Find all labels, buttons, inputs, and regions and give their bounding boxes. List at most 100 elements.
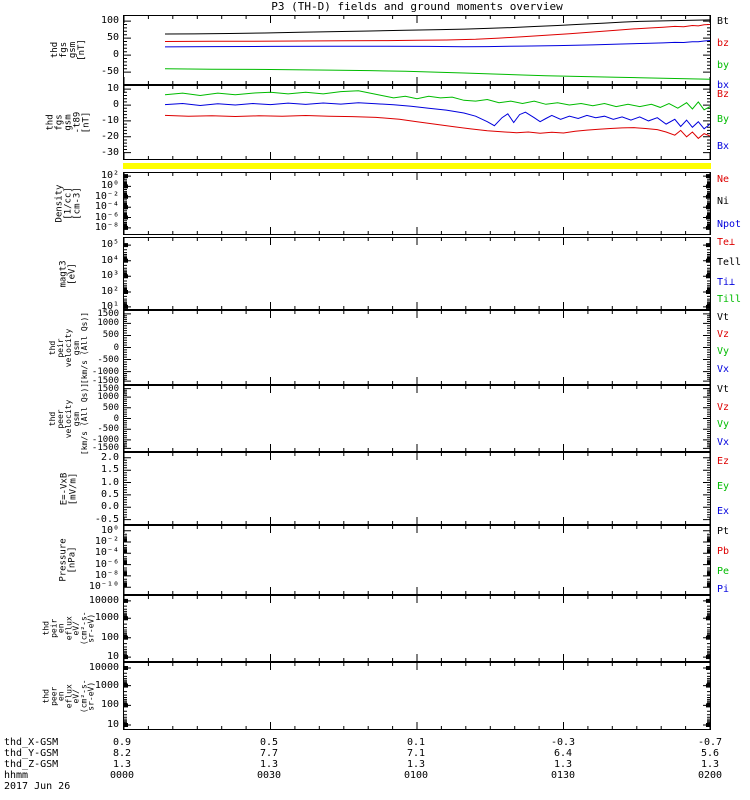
y-tick-label: 100: [100, 631, 119, 643]
panel-canvas-efield: [124, 453, 710, 524]
edge-data-block: [706, 683, 710, 688]
edge-data-block: [706, 616, 710, 621]
y-tick-label: -1000: [91, 434, 119, 445]
y-tick-label: -1500: [91, 376, 119, 387]
legend-Ni: Ni: [717, 196, 730, 208]
panel-peer-velocity: [123, 385, 711, 452]
legend-bz: bz: [717, 38, 730, 50]
trace-by: [164, 68, 710, 80]
legend-Pb: Pb: [717, 546, 730, 558]
axis-ticks: [124, 238, 710, 309]
y-tick-label: 1.5: [100, 464, 119, 476]
y-tick-label: -0.5: [94, 513, 119, 525]
legend-Ey: Ey: [717, 481, 730, 493]
edge-data-block: [706, 290, 710, 294]
trace-bz: [164, 24, 710, 42]
axis-row-value: 7.7: [259, 748, 279, 759]
edge-data-block: [706, 225, 710, 230]
axis-row-value: 1.3: [259, 759, 279, 770]
axis-ticks: [124, 86, 710, 159]
legend-Pe: Pe: [717, 565, 730, 577]
edge-data-block: [124, 215, 128, 220]
legend-Vz: Vz: [717, 401, 730, 413]
panel-canvas-pressure: [124, 526, 710, 594]
edge-data-block: [124, 258, 128, 263]
y-tick-label: 10⁻²: [94, 190, 119, 202]
y-tick-label: 500: [102, 402, 119, 413]
y-tick-label: -1000: [91, 366, 119, 377]
y-tick-label: 1500: [97, 383, 119, 394]
legend-by: by: [717, 60, 730, 72]
y-tick-label: -500: [97, 354, 119, 365]
legend-Pi: Pi: [717, 584, 730, 596]
legend-Ti⊥: Ti⊥: [717, 276, 736, 288]
y-tick-label: -50: [100, 66, 119, 78]
edge-data-block: [706, 205, 710, 210]
edge-data-block: [124, 184, 128, 189]
edge-data-block: [706, 598, 710, 603]
legend-Pt: Pt: [717, 526, 730, 537]
y-tick-label: -30: [100, 146, 119, 158]
y-tick-label: 10⁵: [100, 239, 119, 251]
y-tick-label: 100: [100, 699, 119, 711]
edge-data-block: [124, 290, 128, 294]
axis-row-value: 0000: [109, 770, 135, 781]
edge-data-block: [124, 666, 128, 670]
axis-row-value: 6.4: [553, 748, 573, 759]
y-tick-label: 0.0: [100, 501, 119, 513]
panel-canvas-fgs-gsm-t89: [124, 86, 710, 159]
y-tick-label: 1000: [94, 612, 119, 624]
axis-row-value: -0.3: [550, 737, 576, 748]
axis-ticks: [124, 386, 710, 451]
legend-Vt: Vt: [717, 383, 730, 395]
y-tick-label: 10⁻⁴: [94, 547, 119, 559]
y-tick-label: 10⁻⁴: [94, 201, 119, 213]
edge-data-block: [706, 274, 710, 279]
legend-Bx: Bx: [717, 141, 730, 153]
y-tick-label: 10⁻⁸: [94, 221, 119, 233]
edge-data-block: [706, 703, 710, 708]
panel-canvas-temperature: [124, 238, 710, 309]
y-tick-label: 0: [112, 49, 119, 61]
axis-row-value: 0030: [256, 770, 282, 781]
y-tick-label: 10: [106, 83, 119, 95]
edge-data-block: [124, 304, 128, 309]
y-tick-label: 10³: [100, 270, 119, 282]
axis-row-label: thd_Z-GSM: [4, 759, 59, 770]
legend-Vy: Vy: [717, 419, 730, 431]
edge-data-block: [124, 683, 128, 688]
axis-ticks: [124, 173, 710, 234]
y-tick-label: 10000: [88, 594, 119, 606]
date-label: 2017 Jun 26: [4, 781, 71, 792]
y-tick-label: 10⁰: [100, 180, 119, 192]
edge-data-block: [706, 174, 710, 179]
y-tick-label: 10: [106, 651, 119, 663]
axis-row-value: 1.3: [553, 759, 573, 770]
y-tick-label: 50: [106, 32, 119, 44]
y-tick-label: 10²: [100, 285, 119, 297]
y-tick-label: 0: [113, 342, 119, 353]
trace-bx: [164, 40, 710, 48]
axis-row-value: -0.7: [697, 737, 723, 748]
y-tick-label: -10: [100, 114, 119, 126]
panel-canvas-peir-velocity: [124, 311, 710, 384]
edge-data-block: [706, 723, 710, 727]
axis-ticks: [124, 596, 710, 661]
edge-data-block: [706, 258, 710, 263]
y-tick-label: 1000: [97, 392, 119, 403]
y-tick-label: -500: [97, 424, 119, 435]
y-tick-label: 0: [113, 413, 119, 424]
axis-row-value: 1.3: [406, 759, 426, 770]
panel-canvas-peer-velocity: [124, 386, 710, 451]
panel-peir-velocity: [123, 310, 711, 385]
y-tick-label: 100: [100, 15, 119, 27]
axis-row-value: 0.1: [406, 737, 426, 748]
y-tick-label: 1.0: [100, 476, 119, 488]
trace-Bz: [164, 90, 710, 111]
axis-row-value: 0100: [403, 770, 429, 781]
legend-Vx: Vx: [717, 364, 730, 375]
axis-row-value: 8.2: [112, 748, 132, 759]
axis-ticks: [124, 663, 710, 729]
axis-row-value: 0130: [550, 770, 576, 781]
edge-data-block: [706, 243, 710, 248]
